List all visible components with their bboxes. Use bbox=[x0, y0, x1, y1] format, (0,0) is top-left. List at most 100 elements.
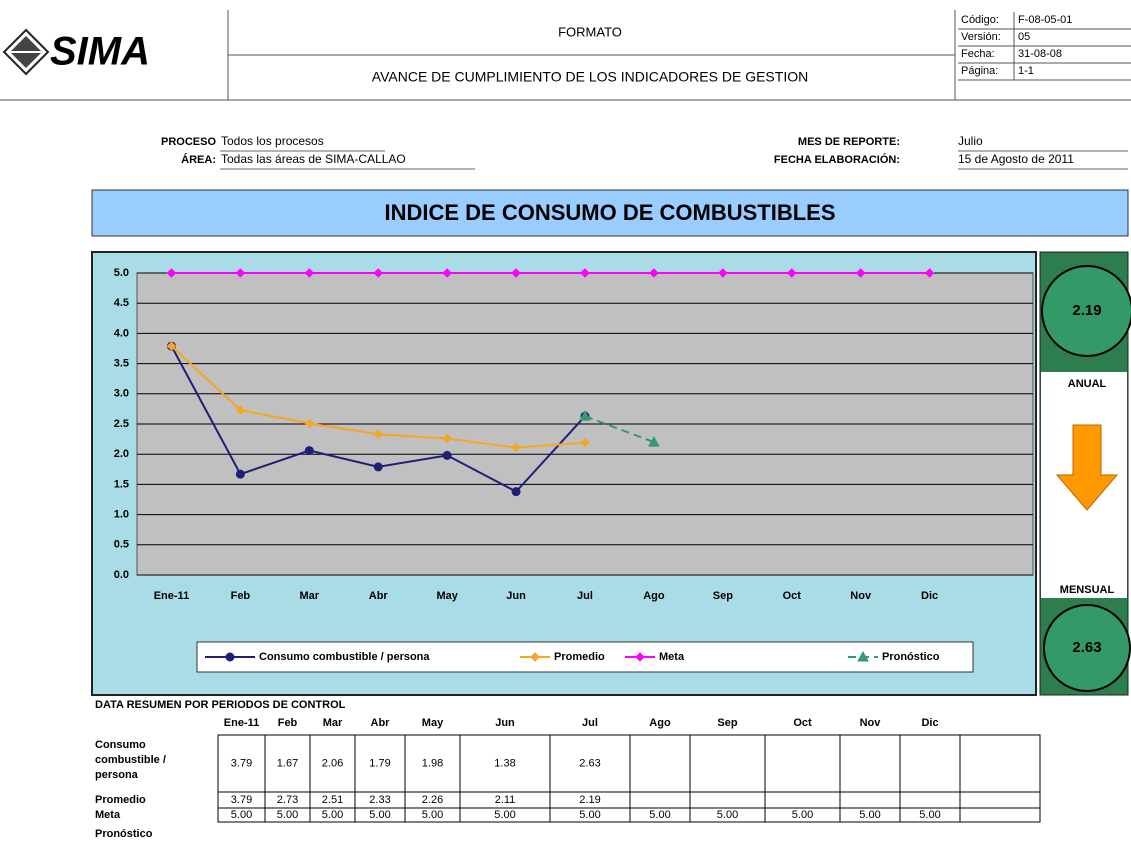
y-tick-label: 4.5 bbox=[114, 297, 129, 309]
marker bbox=[530, 652, 540, 662]
marker bbox=[635, 652, 645, 662]
table-cell: 5.00 bbox=[422, 809, 443, 821]
info-label: Página: bbox=[961, 65, 998, 77]
annual-value: 2.19 bbox=[1072, 302, 1101, 319]
marker bbox=[373, 429, 383, 439]
marker bbox=[648, 436, 660, 447]
marker bbox=[304, 268, 315, 278]
date-value: 15 de Agosto de 2011 bbox=[958, 152, 1074, 166]
y-tick-label: 5.0 bbox=[114, 267, 129, 279]
table-cell: 2.73 bbox=[277, 794, 298, 806]
table-header: Mar bbox=[323, 717, 343, 729]
table-cell: 1.38 bbox=[494, 757, 515, 769]
y-tick-label: 1.5 bbox=[114, 478, 129, 490]
marker bbox=[235, 469, 245, 479]
header-frame bbox=[0, 10, 1131, 101]
y-tick-label: 1.0 bbox=[114, 509, 129, 521]
legend-label: Pronóstico bbox=[882, 651, 940, 663]
month-value: Julio bbox=[958, 134, 983, 148]
row-label: Consumo combustible / persona bbox=[95, 739, 166, 781]
table-cell: 1.67 bbox=[277, 757, 298, 769]
marker bbox=[442, 268, 452, 278]
marker bbox=[373, 268, 383, 278]
info-label: Fecha: bbox=[961, 48, 995, 60]
marker bbox=[235, 405, 246, 415]
info-value: 1-1 bbox=[1018, 65, 1034, 77]
table-cell: 1.98 bbox=[422, 757, 443, 769]
underlines bbox=[220, 150, 1128, 170]
row-label: Promedio bbox=[95, 794, 146, 806]
y-tick-label: 2.5 bbox=[114, 418, 129, 430]
monthly-circle bbox=[1043, 604, 1131, 692]
table-cell: 3.79 bbox=[231, 794, 252, 806]
table-cell: 2.19 bbox=[579, 794, 600, 806]
y-tick-label: 3.0 bbox=[114, 388, 129, 400]
table-header: Dic bbox=[921, 717, 938, 729]
logo: SIMA bbox=[50, 30, 150, 74]
area-label: ÁREA: bbox=[181, 153, 216, 166]
table-cell: 2.51 bbox=[322, 794, 343, 806]
x-tick-label: Jun bbox=[506, 590, 526, 602]
marker bbox=[442, 433, 452, 444]
table-cell: 3.79 bbox=[231, 757, 252, 769]
x-tick-label: Ago bbox=[643, 590, 665, 602]
table-header: Sep bbox=[717, 717, 737, 729]
table-cell: 5.00 bbox=[579, 809, 600, 821]
y-tick-label: 0.5 bbox=[114, 539, 129, 551]
table-cell: 2.33 bbox=[369, 794, 390, 806]
marker bbox=[511, 442, 521, 453]
y-tick-label: 2.0 bbox=[114, 448, 129, 460]
table-cell: 5.00 bbox=[792, 809, 813, 821]
annual-label: ANUAL bbox=[1068, 378, 1107, 390]
table-cell: 5.00 bbox=[649, 809, 670, 821]
monthly-label: MENSUAL bbox=[1060, 584, 1115, 596]
process-value: Todos los procesos bbox=[221, 134, 324, 148]
legend-label: Consumo combustible / persona bbox=[259, 651, 430, 663]
monthly-value: 2.63 bbox=[1072, 639, 1101, 656]
table-cell: 2.11 bbox=[495, 794, 516, 806]
x-tick-label: Dic bbox=[921, 590, 938, 602]
table-header: Oct bbox=[793, 717, 812, 729]
marker bbox=[225, 652, 235, 662]
info-label: Versión: bbox=[961, 31, 1001, 43]
area-value: Todas las áreas de SIMA-CALLAO bbox=[221, 152, 406, 166]
banner: INDICE DE CONSUMO DE COMBUSTIBLES bbox=[384, 200, 835, 225]
table-cell: 2.06 bbox=[322, 757, 343, 769]
y-tick-label: 0.0 bbox=[114, 569, 129, 581]
info-value: 31-08-08 bbox=[1018, 48, 1062, 60]
x-tick-label: Oct bbox=[783, 590, 802, 602]
table-cell: 5.00 bbox=[322, 809, 343, 821]
table-header: Ene-11 bbox=[224, 717, 259, 729]
marker bbox=[304, 418, 315, 429]
row-label: Pronóstico bbox=[95, 828, 153, 840]
table-cell: 5.00 bbox=[717, 809, 738, 821]
format: FORMATO bbox=[558, 24, 622, 39]
info-value: 05 bbox=[1018, 31, 1030, 43]
table-cell: 2.63 bbox=[579, 757, 600, 769]
table-cell: 5.00 bbox=[369, 809, 390, 821]
date-label: FECHA ELABORACIÓN: bbox=[774, 153, 900, 166]
table-header: May bbox=[422, 717, 444, 729]
annual-circle bbox=[1041, 265, 1131, 357]
marker bbox=[579, 410, 591, 421]
table-cell: 1.79 bbox=[369, 757, 390, 769]
table-cell: 5.00 bbox=[919, 809, 940, 821]
info-label: Código: bbox=[961, 14, 999, 26]
table-header: Ago bbox=[649, 717, 671, 729]
legend-label: Promedio bbox=[554, 651, 605, 663]
x-tick-label: Abr bbox=[369, 590, 389, 602]
table-cell: 5.00 bbox=[277, 809, 298, 821]
table-cell: 5.00 bbox=[231, 809, 252, 821]
marker bbox=[857, 650, 869, 662]
table-header: Jul bbox=[582, 717, 598, 729]
marker bbox=[166, 341, 177, 351]
marker bbox=[787, 268, 797, 278]
marker bbox=[924, 268, 935, 278]
x-tick-label: Mar bbox=[300, 590, 320, 602]
y-tick-label: 3.5 bbox=[114, 358, 129, 370]
info-value: F-08-05-01 bbox=[1018, 14, 1072, 26]
trend-arrow bbox=[1055, 424, 1119, 511]
x-tick-label: Nov bbox=[850, 590, 872, 602]
x-tick-label: Ene-11 bbox=[154, 590, 189, 602]
